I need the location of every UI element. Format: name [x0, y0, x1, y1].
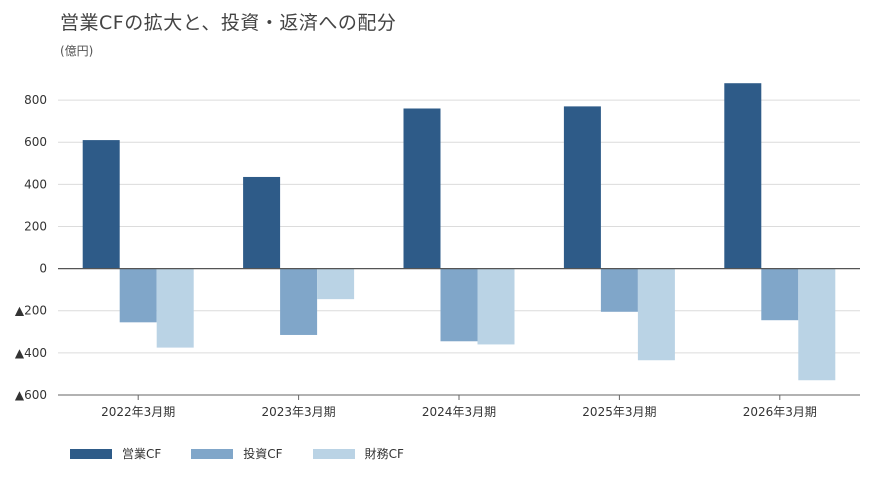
- legend-item: 投資CF: [191, 445, 283, 462]
- legend-label: 投資CF: [243, 447, 283, 461]
- y-axis-ticks: 800 600 400 200 0 ▲200 ▲400 ▲600: [15, 93, 47, 402]
- legend-swatch: [70, 448, 112, 459]
- legend-swatch: [312, 448, 355, 459]
- bar: [440, 268, 478, 342]
- y-tick-label: 800: [24, 93, 47, 107]
- chart-title: 営業CFの拡大と、投資・返済への配分: [60, 12, 397, 34]
- bar: [82, 140, 120, 269]
- y-tick-label: 200: [24, 219, 47, 233]
- bar: [156, 268, 194, 348]
- y-tick-label: 0: [39, 262, 47, 276]
- x-tick-label: 2024年3月期: [422, 405, 496, 419]
- x-tick-label: 2025年3月期: [582, 405, 656, 419]
- bar: [724, 83, 762, 269]
- bar: [637, 268, 675, 361]
- bar: [317, 268, 355, 300]
- bars: [82, 83, 836, 381]
- bar: [403, 108, 441, 269]
- unit-label: (億円): [60, 44, 94, 58]
- bar: [280, 268, 318, 335]
- x-axis-ticks: 2022年3月期 2023年3月期 2024年3月期 2025年3月期 2026年3月期: [101, 395, 817, 419]
- bar: [243, 176, 281, 269]
- bar: [563, 106, 601, 269]
- x-tick-label: 2022年3月期: [101, 405, 175, 419]
- x-tick-label: 2023年3月期: [262, 405, 336, 419]
- bar: [600, 268, 638, 312]
- legend: 営業CF 投資CF 財務CF: [70, 445, 434, 462]
- legend-label: 営業CF: [122, 447, 162, 461]
- legend-item: 営業CF: [70, 445, 161, 462]
- bar: [761, 268, 799, 321]
- y-tick-label: ▲600: [15, 388, 47, 402]
- y-tick-label: ▲200: [15, 304, 47, 318]
- y-tick-label: ▲400: [15, 346, 47, 360]
- y-tick-label: 400: [24, 177, 47, 191]
- bar: [119, 268, 157, 323]
- legend-item: 財務CF: [312, 445, 404, 462]
- bar: [798, 268, 836, 381]
- legend-label: 財務CF: [364, 447, 404, 461]
- legend-swatch: [191, 448, 234, 459]
- bar: [477, 268, 515, 345]
- y-tick-label: 600: [24, 135, 47, 149]
- x-tick-label: 2026年3月期: [743, 405, 817, 419]
